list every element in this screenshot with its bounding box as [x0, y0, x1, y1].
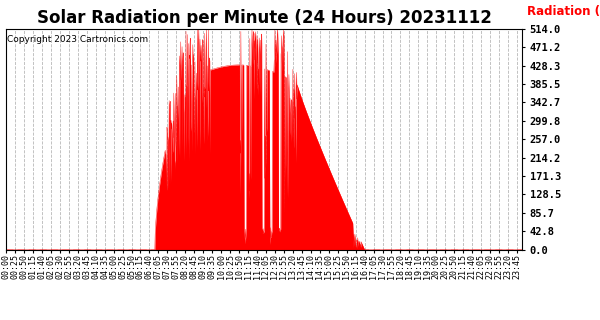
Text: Copyright 2023 Cartronics.com: Copyright 2023 Cartronics.com [7, 36, 148, 44]
Y-axis label: Radiation (W/m2): Radiation (W/m2) [527, 5, 600, 18]
Title: Solar Radiation per Minute (24 Hours) 20231112: Solar Radiation per Minute (24 Hours) 20… [37, 9, 491, 27]
